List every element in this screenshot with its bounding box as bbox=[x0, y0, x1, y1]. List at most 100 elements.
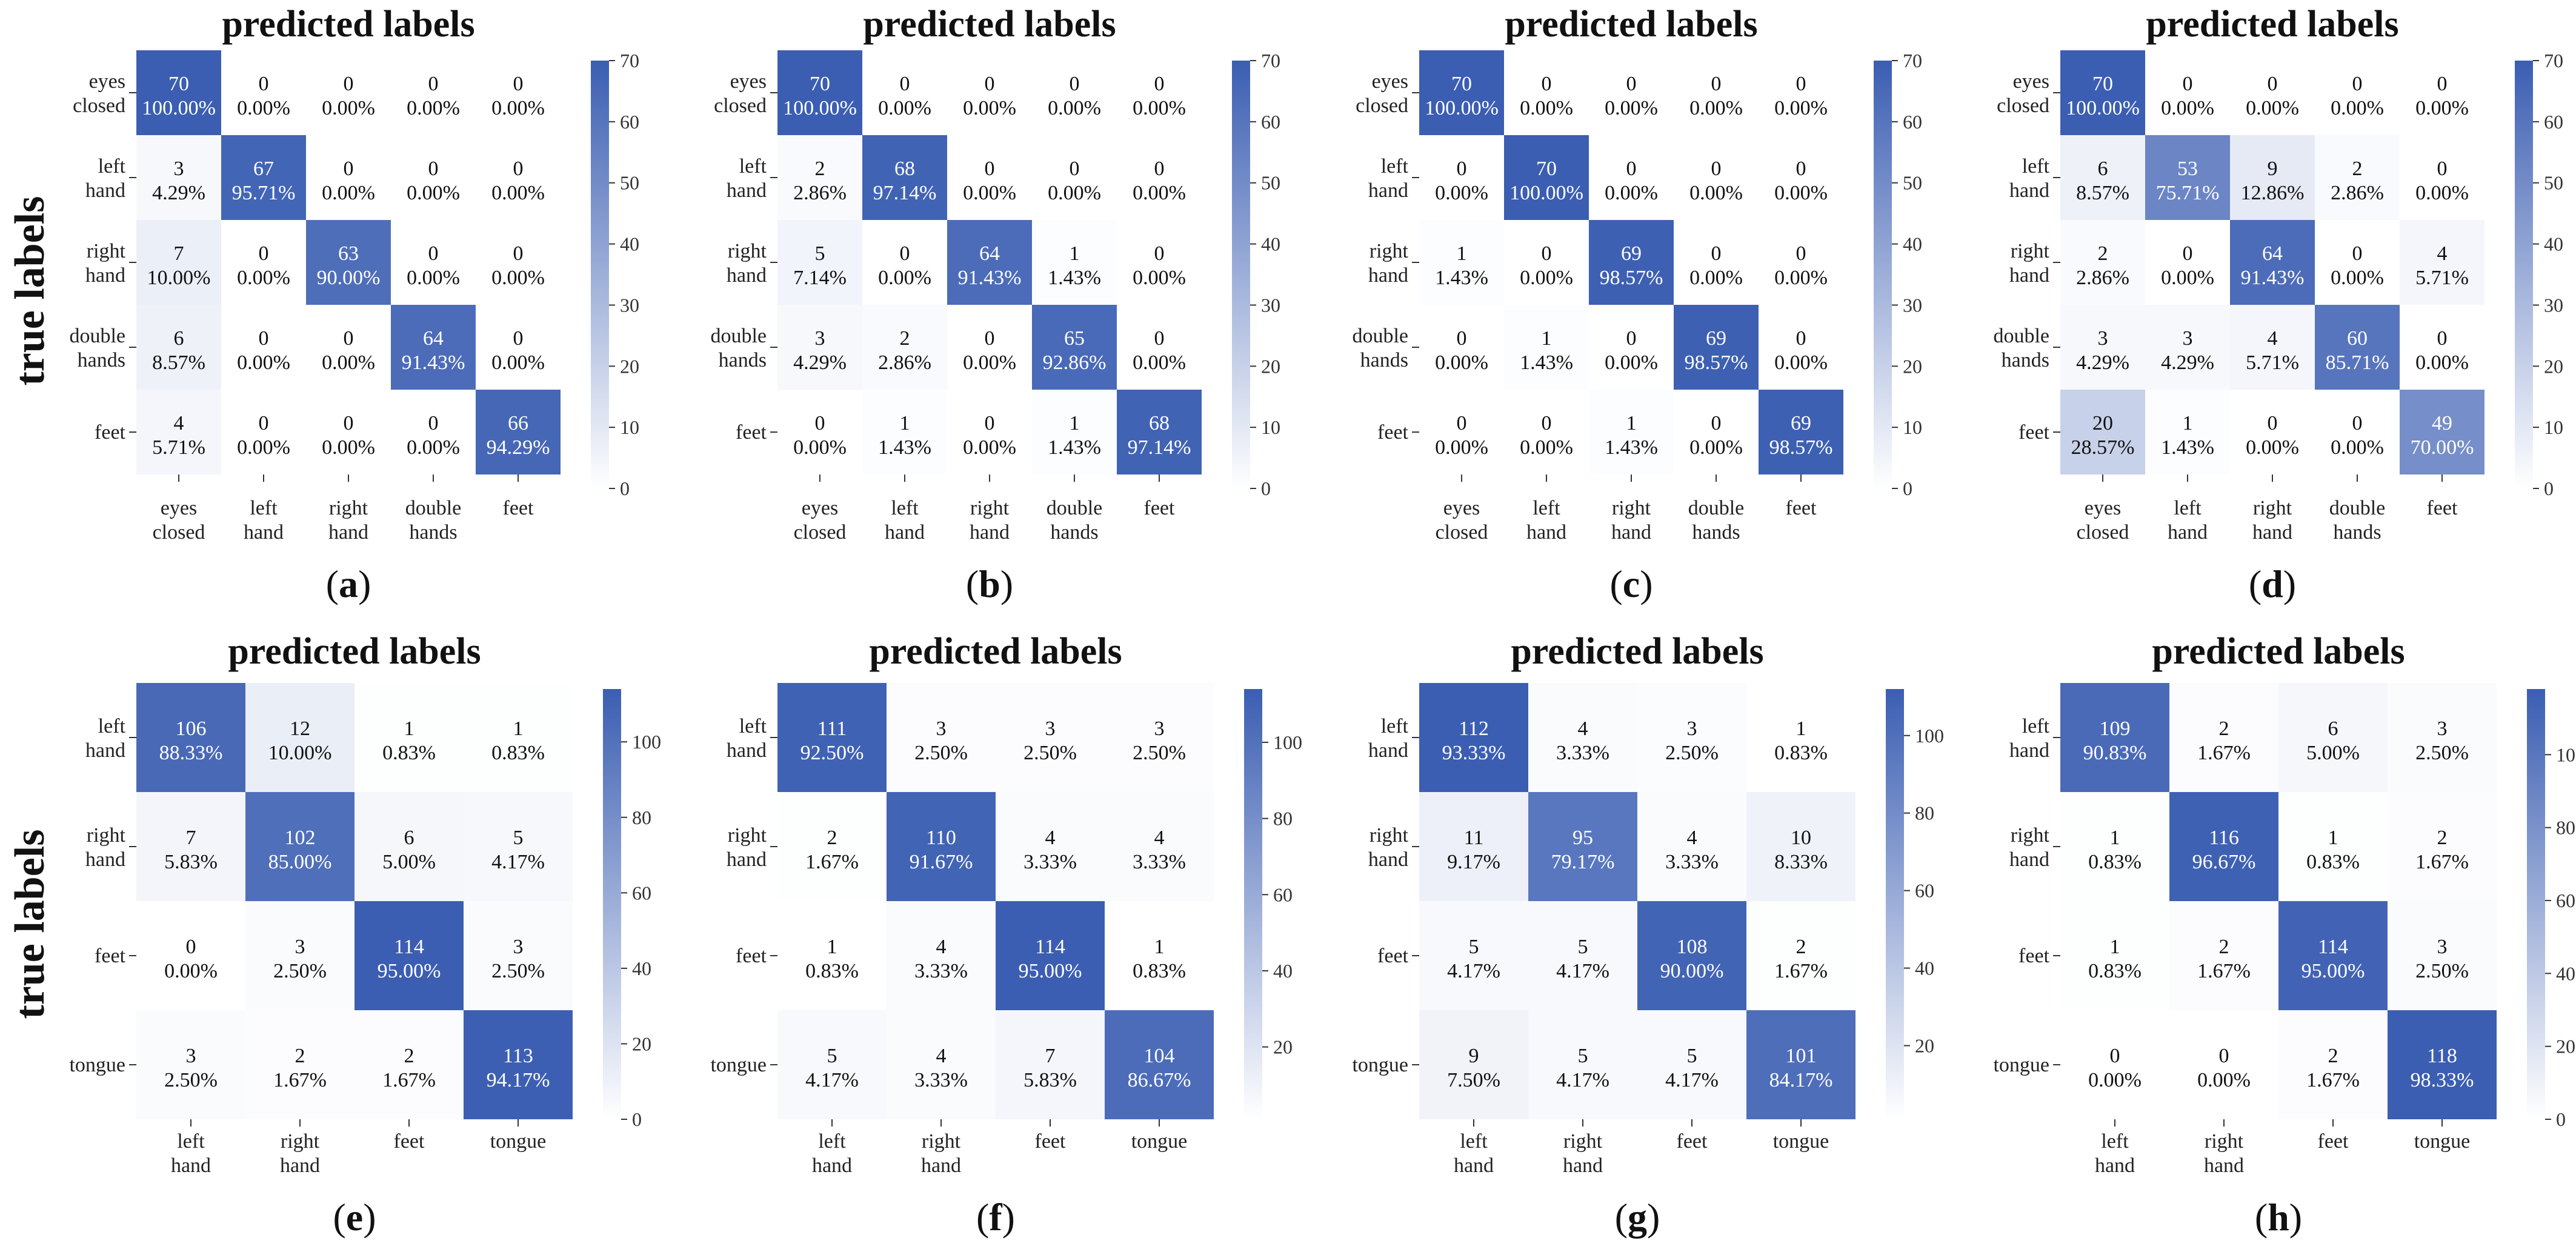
heatmap-cell bbox=[2388, 1010, 2497, 1119]
heatmap-cell bbox=[1637, 1010, 1746, 1119]
cell-percent: 90.83% bbox=[2083, 742, 2147, 764]
cell-percent: 98.33% bbox=[2411, 1069, 2474, 1091]
colorbar-tick-label: 40 bbox=[1261, 233, 1280, 255]
cell-percent: 0.00% bbox=[407, 267, 460, 289]
colorbar-tick-label: 20 bbox=[620, 355, 639, 377]
heatmap-cell bbox=[1117, 50, 1202, 135]
cell-count: 70 bbox=[1536, 158, 1557, 180]
cell-count: 11 bbox=[1464, 827, 1484, 849]
cell-count: 0 bbox=[1711, 158, 1722, 180]
y-tick-label: double hands bbox=[1993, 325, 2049, 371]
cell-count: 0 bbox=[1457, 158, 1467, 180]
heatmap-cell bbox=[1504, 305, 1589, 390]
y-tick-label: double hands bbox=[710, 325, 767, 371]
heatmap-cell bbox=[1528, 792, 1637, 901]
cell-count: 0 bbox=[2268, 412, 2278, 435]
colorbar-tick-label: 70 bbox=[1903, 50, 1922, 72]
colorbar-tick-label: 0 bbox=[1261, 478, 1271, 499]
colorbar-tick-label: 30 bbox=[1903, 294, 1922, 316]
heatmap-cell bbox=[1589, 305, 1674, 390]
cell-count: 3 bbox=[815, 327, 825, 350]
cell-percent: 1.67% bbox=[273, 1069, 327, 1091]
cell-count: 0 bbox=[2437, 327, 2448, 350]
cell-count: 0 bbox=[259, 412, 269, 435]
heatmap-cell bbox=[2060, 792, 2169, 901]
cell-percent: 0.00% bbox=[2331, 267, 2384, 289]
heatmap-cell bbox=[2060, 901, 2169, 1010]
heatmap-cell bbox=[2400, 220, 2484, 305]
cell-count: 3 bbox=[936, 718, 947, 740]
colorbar-tick-label: 30 bbox=[2544, 294, 2563, 316]
panel-title: predicted labels bbox=[863, 4, 1116, 45]
x-tick-label: tongue bbox=[1773, 1130, 1829, 1153]
heatmap-cell bbox=[2145, 390, 2230, 474]
cell-count: 0 bbox=[900, 242, 910, 265]
cell-percent: 1.67% bbox=[1774, 960, 1828, 982]
cell-count: 0 bbox=[2352, 242, 2363, 265]
cell-percent: 84.17% bbox=[1769, 1069, 1833, 1091]
y-tick-label: feet bbox=[1377, 945, 1409, 967]
cell-percent: 90.00% bbox=[1660, 960, 1724, 982]
heatmap-cell bbox=[1504, 390, 1589, 474]
cell-percent: 0.00% bbox=[407, 182, 460, 204]
cell-percent: 95.00% bbox=[2301, 960, 2365, 982]
cell-count: 64 bbox=[423, 327, 444, 350]
heatmap-cell bbox=[1032, 305, 1117, 390]
cell-count: 2 bbox=[2219, 936, 2229, 958]
x-tick-label: double hands bbox=[1688, 497, 1745, 544]
cell-percent: 4.17% bbox=[1556, 1069, 1609, 1091]
colorbar-tick-label: 40 bbox=[1273, 960, 1293, 982]
cell-percent: 0.00% bbox=[1774, 351, 1828, 374]
heatmap-cell bbox=[862, 135, 947, 220]
y-tick-label: tongue bbox=[710, 1054, 767, 1076]
colorbar-tick-label: 50 bbox=[1261, 172, 1280, 194]
y-tick-label: tongue bbox=[1352, 1054, 1408, 1076]
cell-percent: 0.00% bbox=[2415, 351, 2469, 374]
cell-count: 5 bbox=[827, 1045, 837, 1067]
y-axis-label-bottom: true labels bbox=[7, 829, 53, 1019]
colorbar bbox=[591, 61, 609, 488]
colorbar-tick-label: 20 bbox=[1261, 355, 1280, 377]
cell-count: 7 bbox=[174, 242, 184, 265]
cell-count: 0 bbox=[2183, 73, 2193, 95]
colorbar-tick-label: 0 bbox=[1903, 478, 1912, 499]
cell-count: 0 bbox=[985, 158, 995, 180]
colorbar-tick-label: 70 bbox=[1261, 50, 1280, 72]
cell-count: 1 bbox=[1796, 718, 1806, 740]
heatmap-cell bbox=[136, 135, 221, 220]
cell-percent: 2.86% bbox=[2331, 182, 2384, 204]
cell-count: 95 bbox=[1573, 827, 1593, 849]
cell-count: 1 bbox=[1070, 412, 1080, 435]
cell-count: 1 bbox=[2328, 827, 2338, 849]
cell-percent: 7.50% bbox=[1447, 1069, 1500, 1091]
cell-count: 7 bbox=[1045, 1045, 1056, 1067]
y-tick-label: double hands bbox=[1352, 325, 1408, 371]
panel-label: (h) bbox=[2255, 1196, 2302, 1239]
heatmap-cell bbox=[1589, 390, 1674, 474]
x-tick-label: left hand bbox=[171, 1130, 211, 1177]
cell-count: 70 bbox=[810, 73, 830, 95]
heatmap-cell bbox=[464, 901, 573, 1010]
colorbar-tick-label: 100 bbox=[632, 731, 661, 753]
cell-count: 0 bbox=[344, 158, 354, 180]
cell-count: 0 bbox=[2437, 158, 2448, 180]
confusion-matrix-panel: predicted labels10990.83%21.67%65.00%32.… bbox=[1993, 631, 2576, 1239]
cell-percent: 0.00% bbox=[237, 97, 290, 119]
cell-percent: 0.83% bbox=[2088, 960, 2142, 982]
heatmap-cell bbox=[777, 901, 887, 1010]
x-tick-label: feet bbox=[394, 1130, 425, 1153]
heatmap-cell bbox=[2145, 220, 2230, 305]
x-tick-label: eyes closed bbox=[1436, 497, 1488, 544]
heatmap-cell bbox=[1674, 220, 1759, 305]
cell-percent: 0.00% bbox=[1435, 436, 1488, 459]
x-tick-label: feet bbox=[1035, 1130, 1067, 1153]
cell-count: 9 bbox=[2268, 158, 2278, 180]
cell-percent: 0.00% bbox=[878, 267, 931, 289]
heatmap-cell bbox=[1504, 220, 1589, 305]
cell-count: 1 bbox=[1457, 242, 1467, 265]
heatmap-cell bbox=[947, 390, 1032, 474]
heatmap-cell bbox=[1746, 901, 1855, 1010]
heatmap-cell bbox=[1419, 792, 1528, 901]
cell-percent: 0.00% bbox=[1435, 351, 1488, 374]
